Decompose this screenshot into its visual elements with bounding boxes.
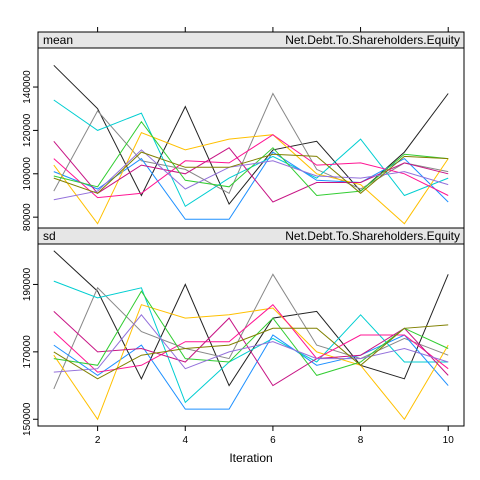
series-line-2 (53, 92, 449, 194)
strip-label-left: sd (43, 229, 56, 243)
series-line-5 (53, 131, 449, 225)
series-line-6 (53, 303, 449, 373)
strip-label-left: mean (43, 33, 73, 47)
y-tick-label: 80000 (22, 203, 33, 231)
series-line-3 (53, 280, 449, 404)
series-layer (53, 64, 449, 225)
series-line-4 (53, 151, 449, 220)
panel-border (37, 243, 465, 427)
strip-label-right: Net.Debt.To.Shareholders.Equity (285, 229, 460, 243)
y-tick-label: 140000 (22, 70, 33, 104)
series-line-8 (53, 120, 449, 197)
x-tick-label: 10 (443, 435, 455, 446)
series-line-9 (53, 314, 449, 373)
strip-label-right: Net.Debt.To.Shareholders.Equity (285, 33, 460, 47)
x-tick-label: 2 (95, 435, 101, 446)
series-layer (53, 250, 449, 421)
panel-sd: sd Net.Debt.To.Shareholders.Equity 15000… (22, 227, 465, 436)
series-line-7 (53, 311, 449, 387)
x-tick-label: 6 (270, 435, 276, 446)
x-tick-label: 8 (358, 435, 364, 446)
y-tick-label: 150000 (22, 402, 33, 436)
series-line-10 (53, 151, 449, 194)
series-line-1 (53, 64, 449, 206)
series-line-6 (53, 134, 449, 199)
x-axis-bottom: 2 4 6 8 10 (95, 426, 454, 446)
x-axis-top (97, 27, 449, 32)
y-axis: 80000 100000 120000 140000 (22, 70, 38, 231)
x-axis-title: Iteration (229, 451, 272, 465)
series-line-5 (53, 304, 449, 421)
x-tick-label: 4 (182, 435, 188, 446)
series-line-8 (53, 290, 449, 376)
panel-mean: mean Net.Debt.To.Shareholders.Equity 800… (22, 31, 465, 231)
series-line-10 (53, 324, 449, 380)
y-axis: 150000 170000 190000 (22, 267, 38, 436)
y-tick-label: 190000 (22, 267, 33, 301)
y-tick-label: 170000 (22, 335, 33, 369)
y-tick-label: 100000 (22, 157, 33, 191)
y-tick-label: 120000 (22, 113, 33, 147)
series-line-2 (53, 273, 449, 390)
